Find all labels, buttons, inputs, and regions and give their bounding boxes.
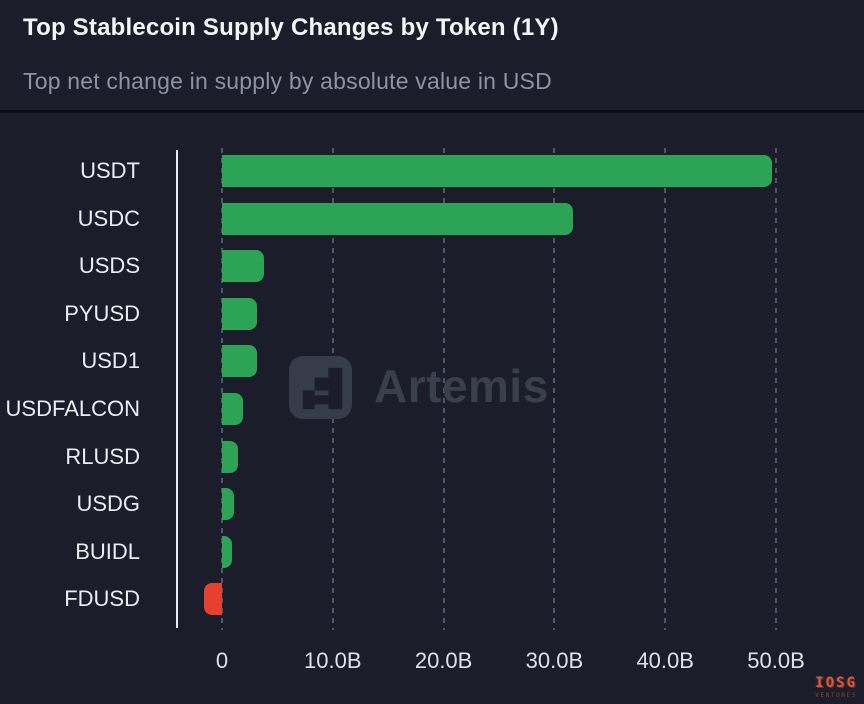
x-axis-label: 0 (215, 648, 229, 673)
y-axis-label-usdg: USDG (76, 491, 140, 517)
artemis-logo-icon (289, 356, 352, 419)
bar-usds (222, 250, 265, 283)
bar-rlusd (222, 440, 238, 473)
y-axis-label-buidl: BUIDL (75, 538, 140, 564)
y-axis-label-usdfalcon: USDFALCON (5, 396, 140, 421)
x-axis-label: 30.0B (525, 648, 584, 673)
x-axis-label: 20.0B (414, 648, 473, 673)
bar-chart: USDT USDC USDS PYUSD USD1 USDFALCON RLUSD USDG B… (0, 116, 864, 704)
x-gridline (553, 148, 556, 630)
bar-usdc (222, 202, 574, 235)
y-axis-label-usdt: USDT (80, 158, 140, 183)
y-axis-line (176, 150, 178, 628)
artemis-watermark-label: Artemis (374, 360, 549, 412)
y-axis-label-usds: USDS (78, 253, 140, 279)
y-axis-label-usdc: USDC (77, 205, 140, 231)
bar-pyusd (222, 297, 258, 330)
page-subtitle: Top net change in supply by absolute val… (23, 68, 552, 94)
iosg-watermark-label: IOSG (815, 675, 857, 691)
x-gridline (442, 148, 445, 630)
y-axis-label-fdusd: FDUSD (64, 586, 140, 612)
bar-buidl (222, 535, 232, 568)
bar-usdfalcon (222, 393, 244, 425)
y-axis-label-rlusd: RLUSD (65, 443, 140, 469)
y-axis-label-pyusd: PYUSD (64, 300, 140, 326)
y-axis-label-usd1: USD1 (81, 348, 140, 374)
bar-usd1 (222, 345, 258, 378)
x-gridline (775, 148, 777, 630)
bar-fdusd (204, 583, 222, 616)
x-gridline (664, 148, 667, 630)
chart-header: Top Stablecoin Supply Changes by Token (… (0, 0, 864, 113)
x-axis-label: 40.0B (636, 648, 694, 673)
bar-usdt (222, 155, 772, 187)
iosg-watermark: IOSG VENTURES (815, 675, 857, 699)
x-axis-label: 10.0B (304, 648, 362, 673)
bar-usdg (222, 488, 235, 521)
x-axis-label: 50.0B (747, 648, 805, 673)
page-title: Top Stablecoin Supply Changes by Token (… (23, 14, 559, 41)
artemis-watermark: Artemis (289, 356, 589, 420)
iosg-ventures-label: VENTURES (815, 692, 857, 699)
x-gridline (221, 148, 223, 630)
